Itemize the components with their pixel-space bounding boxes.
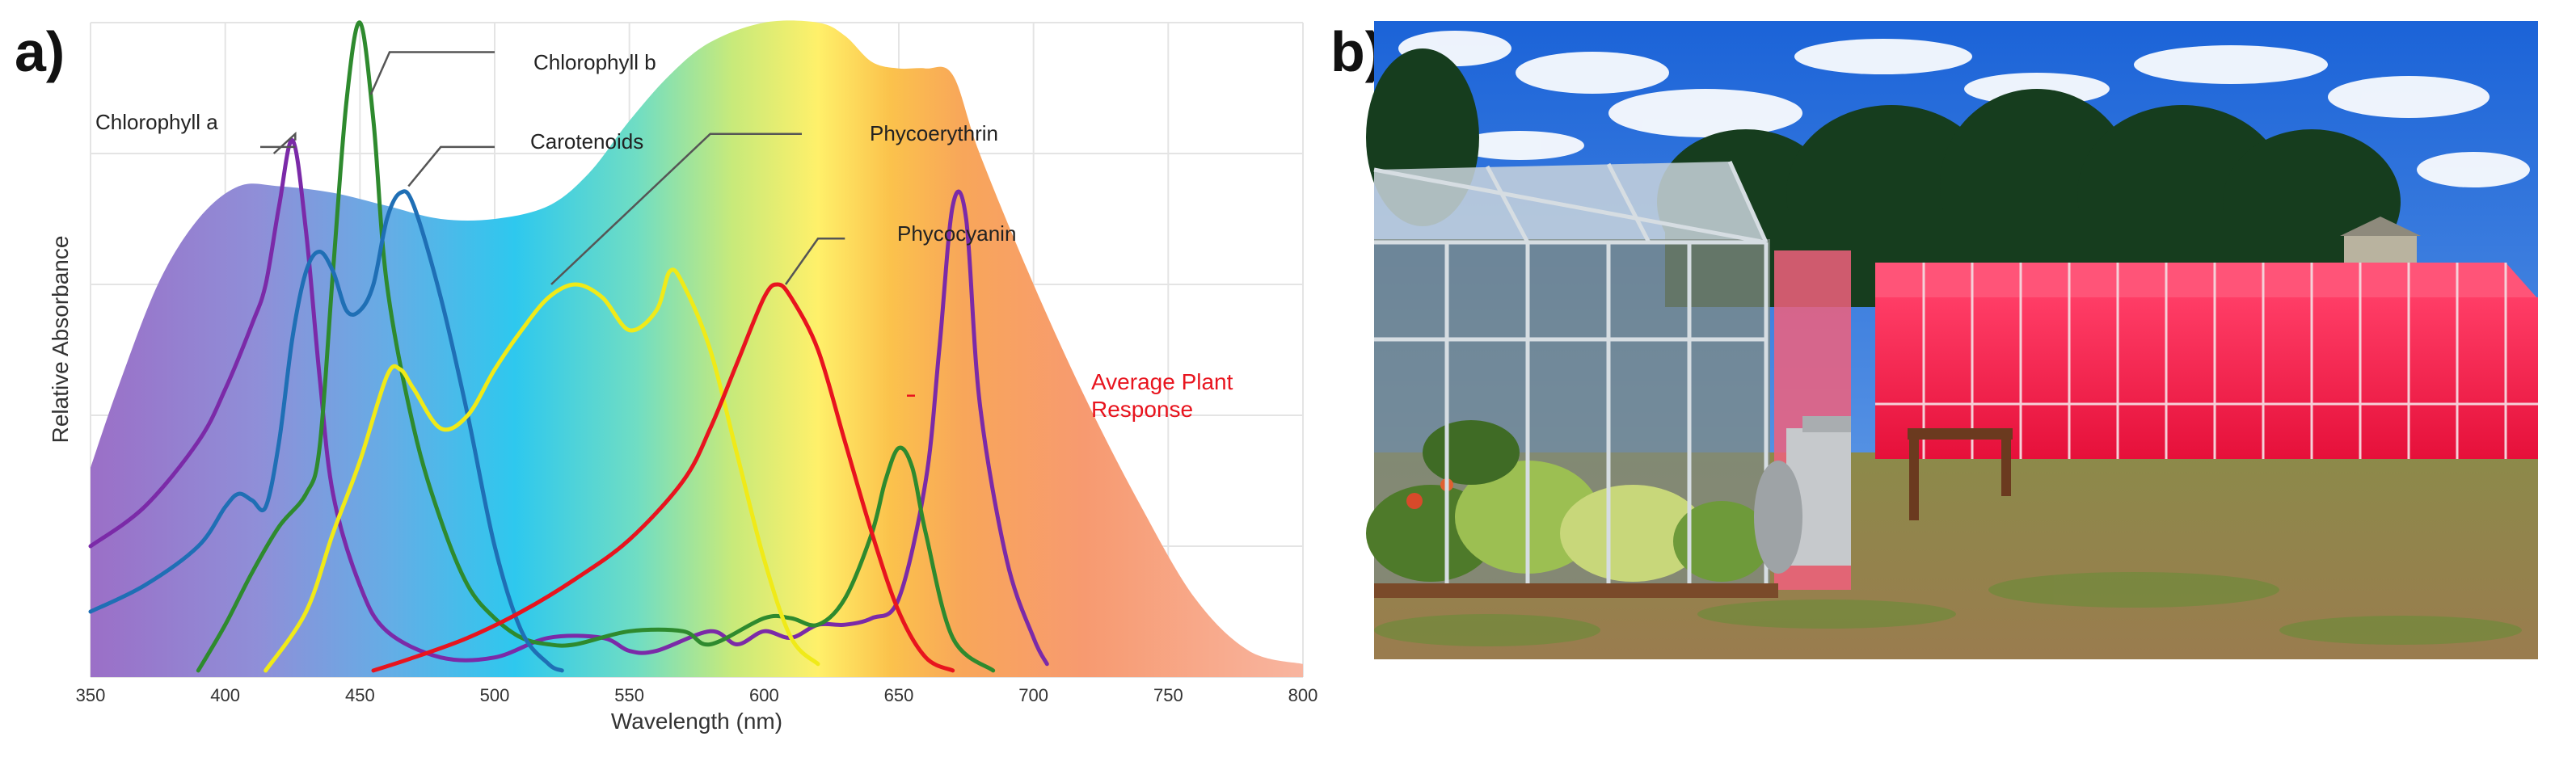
photo-frame	[1366, 21, 2538, 659]
y-axis-title: Relative Absorbance	[48, 236, 73, 444]
series-line-phycoerythrin	[264, 267, 820, 673]
x-tick-label-600: 600	[749, 685, 779, 705]
x-tick-label-800: 800	[1288, 685, 1318, 705]
x-tick-label-750: 750	[1153, 685, 1183, 705]
annotation-chlorophyll-b: Chlorophyll b	[533, 50, 656, 74]
grass-patches	[1374, 572, 2522, 646]
leader-chlorophyll-a	[272, 131, 297, 154]
average-plant-response-area	[91, 20, 1303, 678]
leader-chlorophyll-b	[369, 51, 495, 95]
leader-phycoerythrin	[550, 133, 802, 285]
x-tick-labels: 350 400 450 500 550 600 650 700 750 800	[76, 685, 1318, 705]
series-line-chlorophyll-b	[196, 20, 996, 673]
wooden-bench	[1908, 428, 2013, 520]
series-layer	[88, 20, 1049, 673]
greenhouse-photo-panel: b)	[1326, 0, 2576, 766]
annotation-average-plant-response-line2: Response	[1091, 397, 1193, 422]
clear-greenhouse	[1366, 160, 1851, 598]
leader-carotenoids	[407, 145, 495, 187]
series-line-phycocyanin	[371, 282, 955, 673]
equipment-box	[1754, 416, 1851, 574]
annotation-carotenoids: Carotenoids	[530, 129, 643, 154]
annotation-chlorophyll-a: Chlorophyll a	[95, 110, 218, 134]
x-tick-label-650: 650	[884, 685, 914, 705]
annotation-leaders	[260, 51, 915, 397]
x-tick-label-550: 550	[614, 685, 644, 705]
series-line-chlorophyll-a	[88, 138, 1049, 667]
x-tick-label-450: 450	[345, 685, 375, 705]
absorbance-chart: a) 350 400 450 500 550 600 650 700 750 800 Wavele…	[15, 20, 1318, 734]
series-line-carotenoids	[88, 189, 564, 673]
x-tick-label-400: 400	[210, 685, 240, 705]
x-tick-label-700: 700	[1018, 685, 1048, 705]
annotation-phycocyanin: Phycocyanin	[897, 221, 1016, 246]
annotation-phycoerythrin: Phycoerythrin	[870, 121, 998, 145]
x-tick-label-500: 500	[480, 685, 510, 705]
panel-a-label: a)	[15, 20, 65, 83]
annotation-average-plant-response-line1: Average Plant	[1091, 369, 1233, 394]
leader-phycocyanin	[784, 238, 845, 285]
x-axis-title: Wavelength (nm)	[611, 709, 782, 734]
greenhouse-photo: b)	[1330, 20, 2538, 659]
absorbance-chart-panel: a) 350 400 450 500 550 600 650 700 750 800 Wavele…	[15, 20, 1318, 734]
annotation-average-plant-response: Average Plant Response	[1091, 369, 1239, 422]
x-tick-label-350: 350	[76, 685, 106, 705]
